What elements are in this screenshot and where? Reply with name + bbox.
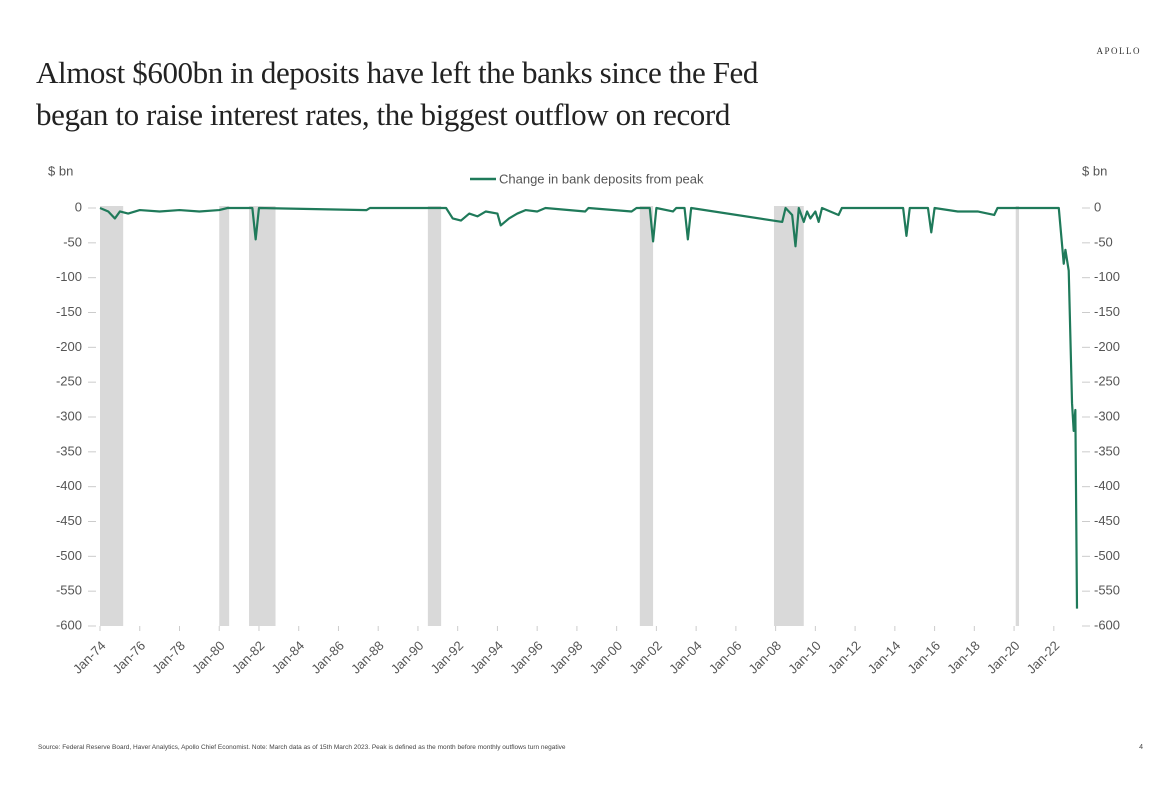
x-tick-label: Jan-82 xyxy=(229,638,268,677)
x-tick-label: Jan-10 xyxy=(785,638,824,677)
y2-tick-label: -450 xyxy=(1094,513,1120,528)
y2-tick-label: -550 xyxy=(1094,583,1120,598)
x-tick-label: Jan-84 xyxy=(269,638,308,677)
y2-tick-label: -200 xyxy=(1094,339,1120,354)
x-tick-label: Jan-00 xyxy=(586,638,625,677)
y2-tick-label: -400 xyxy=(1094,478,1120,493)
x-tick-label: Jan-88 xyxy=(348,638,387,677)
y2-tick-label: -500 xyxy=(1094,548,1120,563)
y2-axis-label: $ bn xyxy=(1082,163,1107,178)
title-line: Almost $600bn in deposits have left the … xyxy=(36,55,759,90)
y-tick-label: -500 xyxy=(56,548,82,563)
y-tick-label: -400 xyxy=(56,478,82,493)
x-tick-label: Jan-94 xyxy=(467,638,506,677)
y2-tick-label: -250 xyxy=(1094,374,1120,389)
y2-tick-label: -150 xyxy=(1094,304,1120,319)
x-tick-label: Jan-86 xyxy=(308,638,347,677)
y-tick-label: -250 xyxy=(56,374,82,389)
logo: APOLLO xyxy=(1096,46,1141,56)
recession-band xyxy=(427,206,442,626)
data-line xyxy=(99,206,1079,609)
x-tick-label: Jan-80 xyxy=(189,638,228,677)
y-tick-label: -350 xyxy=(56,443,82,458)
recession-band xyxy=(249,206,276,626)
x-tick-label: Jan-20 xyxy=(984,638,1023,677)
x-tick-label: Jan-16 xyxy=(904,638,943,677)
title-line: began to raise interest rates, the bigge… xyxy=(36,97,730,132)
x-tick-label: Jan-98 xyxy=(547,638,586,677)
y-tick-label: -100 xyxy=(56,269,82,284)
y2-tick-label: -100 xyxy=(1094,269,1120,284)
recession-band xyxy=(1015,206,1020,626)
y-tick-label: -300 xyxy=(56,408,82,423)
y2-tick-label: -50 xyxy=(1094,234,1113,249)
y2-tick-label: -300 xyxy=(1094,408,1120,423)
y-axis-label: $ bn xyxy=(48,163,73,178)
legend-label: Change in bank deposits from peak xyxy=(499,171,704,186)
x-tick-label: Jan-18 xyxy=(944,638,983,677)
x-tick-label: Jan-92 xyxy=(428,638,467,677)
recession-band xyxy=(639,206,654,626)
y-tick-label: -450 xyxy=(56,513,82,528)
y2-tick-label: -350 xyxy=(1094,443,1120,458)
x-tick-label: Jan-12 xyxy=(825,638,864,677)
source-note: Source: Federal Reserve Board, Haver Ana… xyxy=(38,744,566,751)
x-tick-label: Jan-04 xyxy=(666,638,705,677)
chart: 0 0 -50 -50 -100 -100 -150 -150 -200 -200 -250 -250… xyxy=(48,163,1120,677)
y2-tick-label: -600 xyxy=(1094,617,1120,632)
x-tick-label: Jan-08 xyxy=(745,638,784,677)
recession-band xyxy=(100,206,124,626)
page-number: 4 xyxy=(1139,744,1143,751)
x-tick-label: Jan-06 xyxy=(706,638,745,677)
y-tick-label: 0 xyxy=(75,199,82,214)
recession-band xyxy=(773,206,804,626)
x-tick-label: Jan-74 xyxy=(70,638,109,677)
y-tick-label: -600 xyxy=(56,617,82,632)
y-tick-label: -50 xyxy=(63,234,82,249)
x-tick-label: Jan-02 xyxy=(626,638,665,677)
x-tick-label: Jan-76 xyxy=(110,638,149,677)
x-tick-label: Jan-78 xyxy=(149,638,188,677)
x-tick-label: Jan-22 xyxy=(1024,638,1063,677)
x-tick-label: Jan-96 xyxy=(507,638,546,677)
y-tick-label: -200 xyxy=(56,339,82,354)
recession-band xyxy=(219,206,230,626)
y-tick-label: -150 xyxy=(56,304,82,319)
recession-bands xyxy=(100,206,1020,626)
x-tick-label: Jan-14 xyxy=(865,638,904,677)
x-tick-label: Jan-90 xyxy=(388,638,427,677)
y-tick-label: -550 xyxy=(56,583,82,598)
chart-title: Almost $600bn in deposits have left the … xyxy=(36,52,758,136)
y2-tick-label: 0 xyxy=(1094,199,1101,214)
